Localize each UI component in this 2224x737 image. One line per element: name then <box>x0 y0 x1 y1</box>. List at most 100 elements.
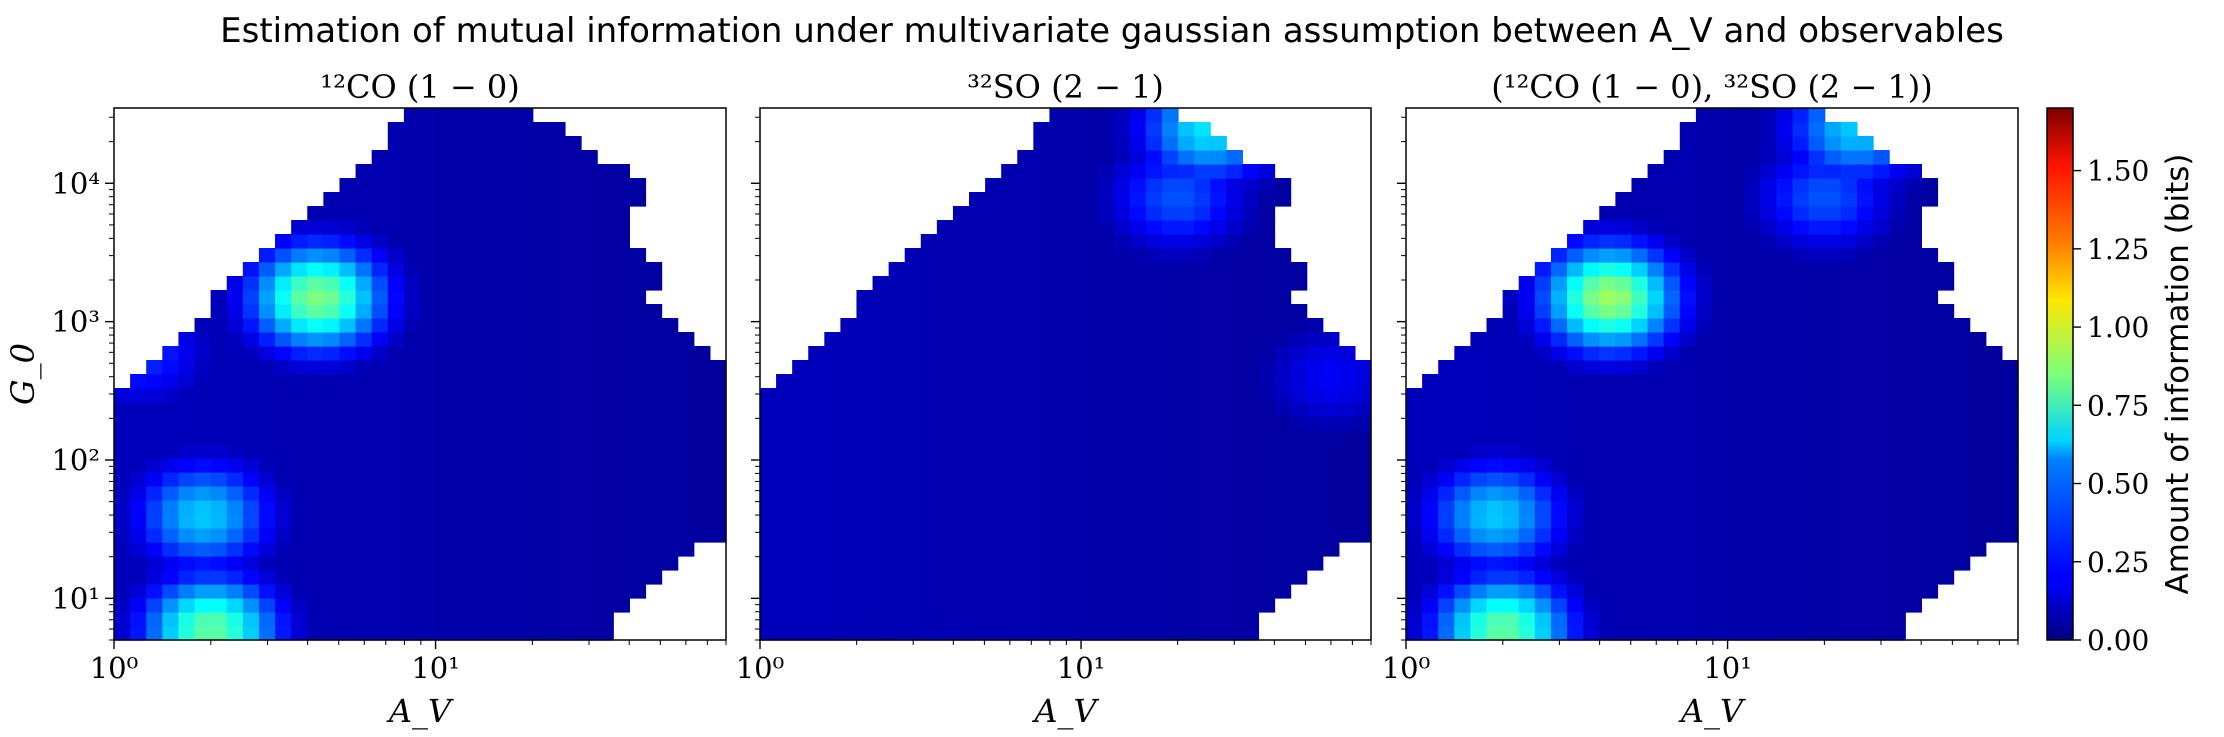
heatmap-cell <box>1258 220 1276 235</box>
heatmap-cell <box>1406 612 1423 627</box>
heatmap-cell <box>178 486 196 501</box>
heatmap-cell <box>242 262 260 277</box>
heatmap-cell <box>323 416 341 431</box>
heatmap-cell <box>1631 458 1649 473</box>
heatmap-cell <box>291 472 308 487</box>
heatmap-cell <box>1744 290 1761 305</box>
heatmap-cell <box>1145 318 1163 333</box>
heatmap-cell <box>1824 430 1842 445</box>
heatmap-cell <box>613 220 630 235</box>
heatmap-cell <box>1873 192 1890 207</box>
heatmap-cell <box>1679 416 1697 431</box>
heatmap-cell <box>1808 178 1826 193</box>
heatmap-cell <box>1145 122 1163 137</box>
heatmap-cell <box>1049 220 1067 235</box>
heatmap-cell <box>1081 178 1099 193</box>
heatmap-cell <box>581 360 598 375</box>
heatmap-cell <box>808 458 825 473</box>
heatmap-cell <box>242 374 260 389</box>
heatmap-cell <box>1744 234 1761 249</box>
heatmap-cell <box>1113 360 1131 375</box>
heatmap-cell <box>1937 304 1955 319</box>
heatmap-cell <box>581 248 598 263</box>
heatmap-cell <box>1001 444 1018 459</box>
heatmap-cell <box>1194 458 1211 473</box>
colorbar-tick-label: 1.25 <box>2087 233 2149 266</box>
heatmap-cell <box>452 486 469 501</box>
heatmap-cell <box>130 542 147 557</box>
heatmap-cell <box>1178 542 1195 557</box>
heatmap-cell <box>1470 430 1488 445</box>
heatmap-cell <box>355 514 373 529</box>
heatmap-cell <box>1550 304 1568 319</box>
heatmap-cell <box>420 122 437 137</box>
heatmap-cell <box>1194 318 1211 333</box>
heatmap-cell <box>1033 458 1051 473</box>
heatmap-cell <box>920 458 938 473</box>
heatmap-cell <box>1583 248 1600 263</box>
heatmap-cell <box>371 192 389 207</box>
heatmap-cell <box>1840 402 1858 417</box>
heatmap-cell <box>564 150 582 165</box>
heatmap-cell <box>1840 192 1858 207</box>
heatmap-cell <box>162 388 180 403</box>
heatmap-cell <box>1081 598 1099 613</box>
heatmap-cell <box>323 402 341 417</box>
heatmap-cell <box>275 472 292 487</box>
heatmap-cell <box>792 612 809 627</box>
heatmap-cell <box>1033 374 1051 389</box>
heatmap-cell <box>532 500 550 515</box>
heatmap-cell <box>824 444 841 459</box>
heatmap-cell <box>1097 192 1115 207</box>
heatmap-cell <box>1161 500 1179 515</box>
heatmap-cell <box>1599 444 1616 459</box>
heatmap-cell <box>1194 290 1211 305</box>
heatmap-cell <box>1097 598 1115 613</box>
heatmap-cell <box>564 570 582 585</box>
heatmap-cell <box>1097 346 1115 361</box>
heatmap-cell <box>162 346 180 361</box>
heatmap-cell <box>1744 472 1761 487</box>
heatmap-cell <box>1695 374 1713 389</box>
heatmap-cell <box>291 416 308 431</box>
heatmap-cell <box>500 458 518 473</box>
heatmap-cell <box>275 262 292 277</box>
heatmap-cell <box>1081 108 1099 123</box>
heatmap-cell <box>339 192 357 207</box>
heatmap-cell <box>629 290 647 305</box>
heatmap-cell <box>1695 388 1713 403</box>
heatmap-cell <box>1679 150 1697 165</box>
heatmap-cell <box>548 444 566 459</box>
heatmap-cell <box>339 570 357 585</box>
heatmap-cell <box>1905 206 1922 221</box>
heatmap-cell <box>1129 346 1147 361</box>
heatmap-cell <box>1663 514 1681 529</box>
heatmap-cell <box>1258 206 1276 221</box>
heatmap-cell <box>709 374 727 389</box>
heatmap-cell <box>629 430 647 445</box>
heatmap-cell <box>613 402 630 417</box>
heatmap-cell <box>1065 234 1083 249</box>
heatmap-cell <box>1824 332 1842 347</box>
heatmap-cell <box>1502 318 1520 333</box>
heatmap-cell <box>1969 332 1987 347</box>
heatmap-cell <box>613 206 630 221</box>
heatmap-cell <box>1615 276 1633 291</box>
heatmap-cell <box>1824 402 1842 417</box>
heatmap-cell <box>1274 262 1292 277</box>
heatmap-cell <box>645 514 663 529</box>
heatmap-cell <box>936 402 954 417</box>
heatmap-cell <box>1486 472 1504 487</box>
heatmap-cell <box>1161 248 1179 263</box>
heatmap-cell <box>904 332 922 347</box>
heatmap-cell <box>1712 556 1729 571</box>
heatmap-cell <box>1856 556 1874 571</box>
heatmap-cell <box>275 514 292 529</box>
heatmap-cell <box>1145 374 1163 389</box>
heatmap-cell <box>952 528 970 543</box>
heatmap-cell <box>1631 262 1649 277</box>
heatmap-cell <box>985 598 1002 613</box>
heatmap-cell <box>1921 374 1939 389</box>
heatmap-cell <box>1290 514 1308 529</box>
heatmap-cell <box>1081 304 1099 319</box>
